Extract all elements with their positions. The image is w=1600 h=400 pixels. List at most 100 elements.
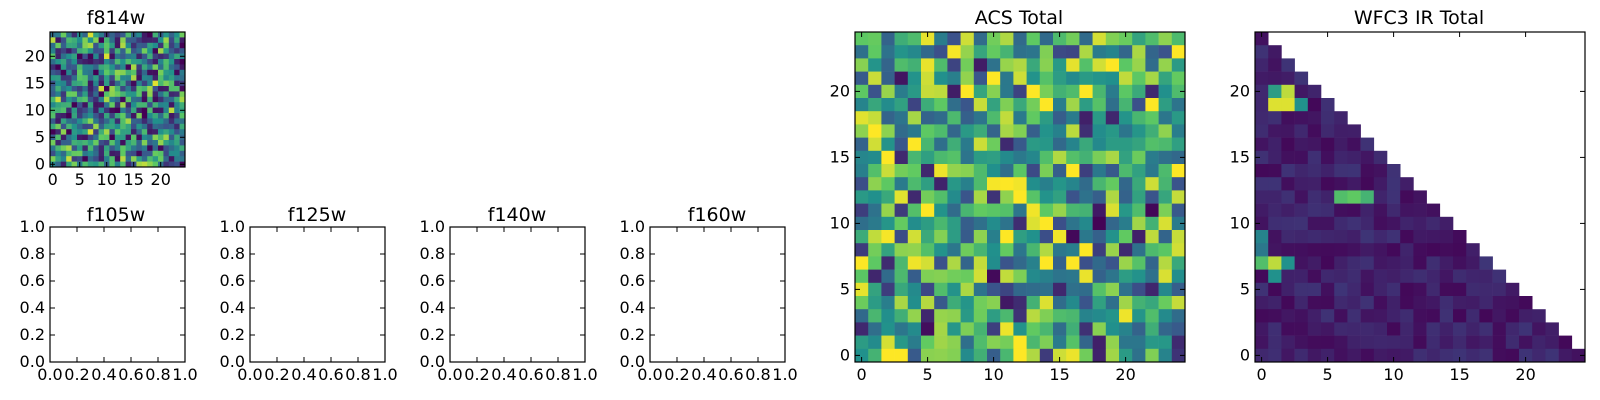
heatmap-cell	[1158, 71, 1173, 86]
heatmap-cell	[114, 102, 121, 108]
heatmap-cell	[120, 134, 126, 141]
heatmap-cell	[98, 53, 105, 60]
heatmap-cell	[868, 150, 882, 165]
heatmap-cell	[60, 150, 67, 157]
heatmap-cell	[1145, 256, 1159, 270]
heatmap-cell	[1119, 137, 1133, 152]
heatmap-cell	[1158, 32, 1173, 46]
heatmap-cell	[125, 48, 132, 54]
heatmap-cell	[894, 282, 909, 297]
heatmap-cell	[1532, 348, 1546, 363]
heatmap-cell	[66, 129, 72, 135]
heatmap-cell	[947, 348, 961, 363]
heatmap-cell	[855, 137, 869, 152]
heatmap-cell	[1400, 269, 1414, 284]
panel-f140w: f140w 0.0 0.2 0.4 0.6 0.8 1.00.00.20.40.60.81…	[420, 204, 598, 384]
heatmap-cell	[114, 134, 121, 141]
heatmap-cell	[141, 86, 148, 92]
heatmap-cell	[987, 269, 1001, 284]
heatmap-cell	[98, 86, 105, 92]
heatmap-cell	[131, 156, 137, 162]
heatmap-cell	[174, 156, 180, 162]
heatmap-cell	[894, 32, 909, 46]
heatmap-cell	[163, 91, 170, 98]
heatmap-cell	[131, 123, 137, 130]
heatmap-cell	[55, 80, 62, 87]
heatmap-cell	[1373, 203, 1388, 218]
heatmap-cell	[71, 96, 78, 103]
heatmap-cell	[921, 216, 935, 231]
heatmap-cell	[98, 91, 105, 98]
heatmap-cell	[1026, 164, 1041, 178]
heatmap-cell	[87, 75, 94, 81]
heatmap-cell	[93, 91, 99, 98]
heatmap-cell	[921, 282, 935, 297]
heatmap-cell	[868, 58, 882, 72]
heatmap-cell	[66, 107, 72, 114]
heatmap-cell	[1066, 164, 1080, 178]
heatmap-cell	[1053, 243, 1067, 257]
heatmap-cell	[66, 37, 72, 44]
y-tick-label: 0.6	[620, 271, 645, 290]
heatmap-cell	[894, 98, 909, 112]
heatmap-cell	[131, 129, 137, 135]
heatmap-cell	[1255, 84, 1269, 99]
heatmap-cell	[973, 230, 988, 244]
heatmap-cell	[60, 123, 67, 130]
heatmap-cell	[131, 53, 137, 60]
heatmap-cell	[868, 177, 882, 191]
heatmap-cell	[1105, 203, 1120, 218]
heatmap-cell	[868, 230, 882, 244]
heatmap-cell	[1492, 296, 1507, 310]
heatmap-cell	[147, 37, 153, 44]
heatmap-cell	[82, 129, 89, 135]
heatmap-cell	[1281, 137, 1295, 152]
heatmap-cell	[1171, 45, 1186, 59]
heatmap-cell	[1426, 282, 1441, 297]
heatmap-cell	[960, 177, 975, 191]
heatmap-cell	[1132, 58, 1146, 72]
heatmap-cell	[1119, 322, 1133, 336]
heatmap-cell	[77, 107, 83, 114]
heatmap-cell	[82, 118, 89, 125]
heatmap-cell	[114, 75, 121, 81]
heatmap-cell	[125, 96, 132, 103]
heatmap-cell	[1145, 150, 1159, 165]
heatmap-cell	[109, 129, 116, 135]
heatmap-cell	[987, 58, 1001, 72]
heatmap-cell	[1158, 84, 1173, 99]
heatmap-cell	[66, 161, 72, 168]
heatmap-cell	[174, 134, 180, 141]
heatmap-cell	[881, 230, 895, 244]
heatmap-cell	[50, 37, 56, 44]
heatmap-cell	[1026, 45, 1041, 59]
heatmap-cell	[987, 124, 1001, 138]
heatmap-cell	[1092, 309, 1107, 323]
heatmap-cell	[1158, 296, 1173, 310]
heatmap-cell	[1453, 348, 1467, 363]
heatmap-cell	[1000, 216, 1014, 231]
heatmap-cell	[98, 129, 105, 135]
heatmap-cell	[55, 118, 62, 125]
heatmap-cell	[174, 113, 180, 119]
heatmap-cell	[1079, 98, 1093, 112]
heatmap-cell	[1026, 203, 1041, 218]
heatmap-cell	[1039, 190, 1054, 204]
heatmap-cell	[1373, 309, 1388, 323]
heatmap-cell	[1307, 296, 1322, 310]
heatmap-cell	[158, 69, 164, 76]
heatmap-cell	[87, 86, 94, 92]
heatmap-cell	[158, 102, 164, 108]
heatmap-cell	[1426, 243, 1441, 257]
heatmap-cell	[1426, 348, 1441, 363]
x-tick-label: 10	[983, 365, 1003, 384]
panel-title: WFC3 IR Total	[1354, 7, 1484, 29]
heatmap-cell	[66, 134, 72, 141]
heatmap-cell	[1066, 137, 1080, 152]
heatmap-cell	[1079, 190, 1093, 204]
heatmap-cell	[1360, 309, 1375, 323]
heatmap-cell	[987, 322, 1001, 336]
heatmap-cell	[174, 123, 180, 130]
